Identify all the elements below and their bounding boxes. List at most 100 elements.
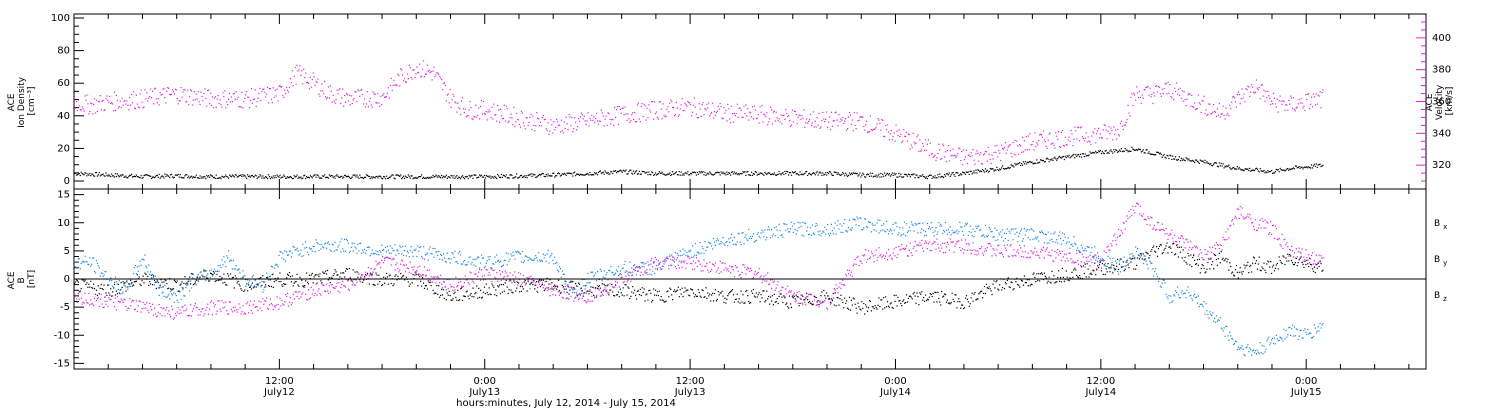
data-point [388,275,390,277]
data-point [259,174,261,176]
data-point [754,296,756,298]
data-point [749,174,751,176]
data-point [515,251,517,253]
data-point [911,146,913,149]
data-point [1128,267,1130,269]
data-point [221,175,223,177]
data-point [318,275,320,278]
data-point [435,74,437,76]
data-point [767,172,769,174]
data-point [1250,264,1252,266]
data-point [188,280,190,282]
data-point [1226,165,1228,167]
data-point [1258,86,1260,89]
data-point [417,177,419,179]
data-point [139,177,141,179]
data-point [962,308,965,310]
data-point [748,228,750,231]
data-point [819,300,821,302]
data-point [577,282,580,284]
data-point [95,171,98,174]
data-point [128,175,130,177]
data-point [191,273,194,275]
data-point [330,277,332,279]
data-point [1054,156,1056,158]
data-point [261,90,263,93]
data-point [151,273,154,276]
data-point [533,280,535,282]
data-point [771,123,774,125]
data-point [677,174,679,176]
data-point [1130,96,1132,99]
data-point [831,299,833,302]
data-point [883,135,885,138]
data-point [1212,164,1214,167]
data-point [656,173,659,175]
data-point [974,163,976,165]
data-point [187,89,189,91]
data-point [552,288,554,290]
data-point [744,236,746,239]
data-point [545,280,547,283]
data-point [862,307,864,309]
data-point [1054,282,1056,284]
data-point [716,171,718,173]
data-point [972,172,974,174]
data-point [1148,151,1150,153]
data-point [116,100,118,102]
data-point [162,175,164,178]
data-point [1288,260,1290,262]
data-point [516,251,518,254]
data-point [379,105,381,107]
data-point [885,175,887,177]
data-point [525,117,527,119]
data-point [762,290,764,292]
data-point [940,304,942,306]
data-point [216,270,218,272]
data-point [132,273,135,275]
data-point [1090,143,1092,145]
data-point [264,177,266,179]
data-point [1061,129,1064,132]
data-point [1213,163,1215,165]
data-point [441,259,444,261]
data-point [275,176,277,179]
data-point [1062,276,1065,279]
data-point [643,171,645,173]
data-point [262,275,264,277]
data-point [283,96,285,98]
data-point [661,118,663,120]
data-point [376,102,378,104]
data-point [973,170,975,172]
data-point [954,175,956,177]
data-point [1176,93,1179,95]
data-point [1261,266,1263,268]
data-point [512,251,514,253]
data-point [767,124,769,126]
data-point [787,306,789,308]
data-point [383,257,386,260]
data-point [696,171,698,174]
data-point [1027,284,1029,287]
data-point [1297,166,1299,168]
data-point [867,307,870,309]
data-point [655,294,658,296]
data-point [211,275,214,277]
data-point [494,256,496,258]
data-point [1138,148,1141,151]
data-point [334,177,336,179]
data-point [1187,252,1189,255]
data-point [81,172,83,175]
data-point [1029,160,1031,163]
data-point [359,95,361,97]
data-point [160,94,162,96]
data-point [1102,273,1104,276]
data-point [460,263,463,265]
data-point [804,172,806,174]
data-point [373,252,375,255]
top-left-tick-label-5: 100 [51,13,70,24]
data-point [379,175,381,177]
data-point [178,176,180,178]
data-point [781,123,783,125]
data-point [195,279,197,281]
